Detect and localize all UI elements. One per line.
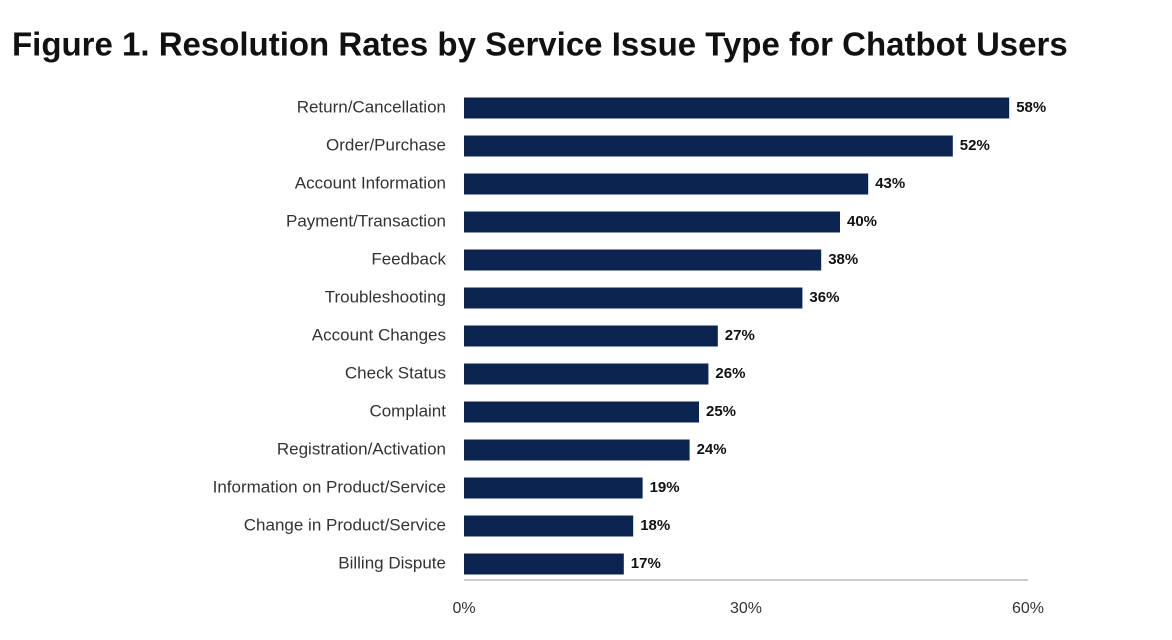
category-label: Troubleshooting	[325, 287, 446, 306]
value-label: 43%	[875, 175, 905, 192]
bar	[464, 363, 709, 385]
bar	[464, 439, 690, 461]
value-label: 27%	[725, 327, 755, 344]
category-label: Information on Product/Service	[213, 477, 446, 496]
bar	[464, 401, 699, 423]
value-label: 25%	[706, 403, 736, 420]
category-label: Change in Product/Service	[244, 515, 446, 534]
bar	[464, 287, 803, 309]
category-label: Order/Purchase	[326, 135, 446, 154]
value-label: 24%	[697, 441, 727, 458]
category-label: Account Information	[295, 173, 446, 192]
bar	[464, 211, 840, 233]
value-label: 58%	[1016, 99, 1046, 116]
x-tick-label: 0%	[452, 600, 475, 617]
bar	[464, 515, 634, 537]
value-label: 36%	[809, 289, 839, 306]
bar	[464, 325, 718, 347]
bar	[464, 97, 1010, 119]
category-label: Registration/Activation	[277, 439, 446, 458]
bar	[464, 553, 624, 575]
bar	[464, 173, 869, 195]
category-label: Payment/Transaction	[286, 211, 446, 230]
category-label: Account Changes	[312, 325, 446, 344]
category-label: Complaint	[369, 401, 446, 420]
x-tick-label: 60%	[1012, 600, 1044, 617]
category-label: Return/Cancellation	[297, 97, 446, 116]
bar	[464, 249, 822, 271]
value-label: 26%	[715, 365, 745, 382]
value-label: 52%	[960, 137, 990, 154]
x-tick-label: 30%	[730, 600, 762, 617]
bar	[464, 135, 953, 157]
category-label: Billing Dispute	[338, 553, 446, 572]
value-label: 40%	[847, 213, 877, 230]
chart-title: Figure 1. Resolution Rates by Service Is…	[12, 26, 1068, 63]
bar	[464, 477, 643, 499]
category-label: Check Status	[345, 363, 446, 382]
value-label: 18%	[640, 517, 670, 534]
value-label: 17%	[631, 555, 661, 572]
category-label: Feedback	[371, 249, 446, 268]
value-label: 38%	[828, 251, 858, 268]
value-label: 19%	[650, 479, 680, 496]
